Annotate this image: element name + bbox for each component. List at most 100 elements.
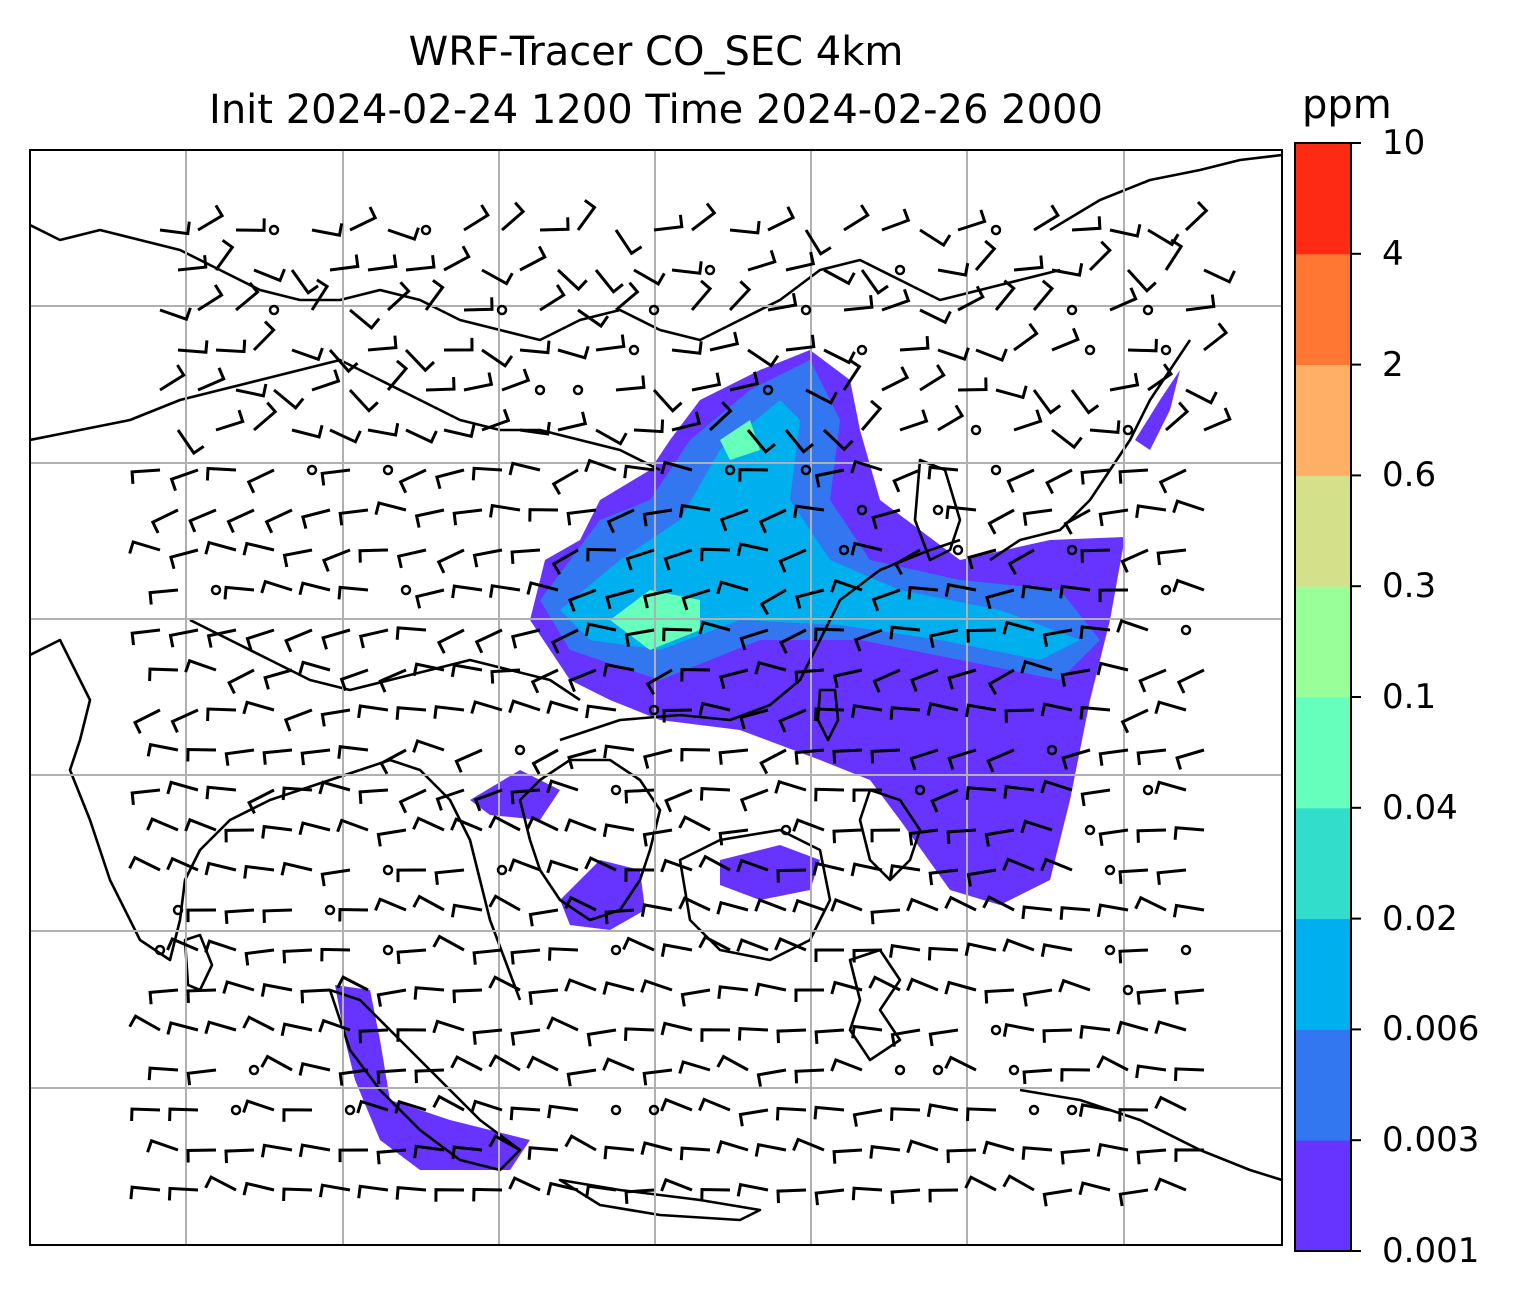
wind-barb bbox=[481, 348, 514, 368]
wind-barb bbox=[994, 279, 1016, 311]
wind-barb bbox=[329, 428, 362, 444]
wind-barb bbox=[660, 943, 693, 957]
colorbar-tick-label: 0.3 bbox=[1382, 566, 1437, 607]
wind-barb bbox=[215, 339, 247, 354]
wind-barb bbox=[443, 337, 474, 352]
calm-wind-marker bbox=[894, 264, 906, 276]
wind-barb bbox=[472, 1028, 503, 1045]
wind-barb bbox=[615, 375, 646, 392]
wind-barb bbox=[793, 504, 825, 519]
wind-barb bbox=[318, 1018, 351, 1033]
calm-wind-marker bbox=[534, 384, 546, 396]
plume-borneo bbox=[720, 845, 820, 900]
wind-barb bbox=[301, 508, 331, 529]
wind-barb bbox=[337, 745, 369, 759]
wind-barb bbox=[546, 859, 579, 874]
wind-barb bbox=[679, 1146, 711, 1161]
wind-barb bbox=[584, 856, 617, 872]
wind-barb bbox=[736, 542, 769, 557]
wind-barb bbox=[1174, 988, 1205, 1005]
wind-barb bbox=[298, 821, 331, 836]
wind-barb bbox=[526, 1055, 559, 1072]
wind-barb bbox=[567, 748, 597, 770]
wind-barb bbox=[778, 628, 807, 654]
wind-barb bbox=[358, 788, 389, 804]
wind-barb bbox=[214, 239, 235, 271]
wind-barb bbox=[754, 982, 787, 997]
wind-barb bbox=[937, 347, 970, 362]
wind-barb bbox=[576, 199, 597, 231]
wind-barb bbox=[1096, 661, 1129, 676]
colorbar-segment bbox=[1295, 253, 1351, 366]
wind-barb bbox=[566, 508, 597, 526]
wind-barb bbox=[814, 627, 845, 642]
wind-barb bbox=[463, 204, 490, 232]
wind-barb bbox=[680, 988, 711, 1007]
calm-wind-marker bbox=[248, 1064, 260, 1076]
wind-barb bbox=[850, 459, 883, 474]
wind-barb bbox=[1040, 943, 1073, 957]
calm-wind-marker bbox=[610, 784, 622, 796]
wind-barb bbox=[843, 204, 870, 232]
wind-barb bbox=[736, 938, 769, 952]
colorbar-tick-label: 0.02 bbox=[1382, 898, 1458, 939]
wind-barb bbox=[376, 988, 407, 1007]
wind-barb bbox=[1174, 1148, 1205, 1162]
wind-barb bbox=[792, 898, 825, 913]
coast-sumatra bbox=[328, 988, 522, 1172]
calm-wind-marker bbox=[572, 384, 584, 396]
wind-barb bbox=[1109, 372, 1140, 392]
map-frame bbox=[29, 149, 1283, 1246]
wind-barb bbox=[176, 429, 205, 456]
wind-barb bbox=[624, 1188, 655, 1204]
wind-barb bbox=[919, 228, 952, 248]
wind-barb bbox=[159, 307, 192, 322]
wind-barb bbox=[776, 868, 807, 883]
calm-wind-marker bbox=[420, 224, 432, 236]
calm-wind-marker bbox=[268, 304, 280, 316]
wind-barb bbox=[1172, 499, 1205, 514]
wind-barb bbox=[1098, 748, 1129, 766]
wind-barb bbox=[869, 1145, 901, 1159]
wind-barb bbox=[197, 204, 225, 232]
calm-wind-marker bbox=[856, 504, 868, 516]
wind-barb bbox=[425, 377, 456, 392]
wind-barb bbox=[246, 468, 275, 494]
wind-barb bbox=[832, 1148, 863, 1164]
wind-barb bbox=[830, 1057, 863, 1072]
wind-barb bbox=[146, 1138, 179, 1153]
colorbar-tick-label: 4 bbox=[1382, 233, 1404, 274]
wind-barb bbox=[1020, 819, 1053, 834]
wind-barb bbox=[1203, 407, 1232, 432]
wind-barb bbox=[282, 548, 313, 568]
wind-barb bbox=[1203, 322, 1229, 352]
wind-barb bbox=[166, 780, 199, 795]
wind-barb bbox=[337, 585, 369, 600]
wind-barb bbox=[329, 254, 360, 272]
wind-barb bbox=[1158, 468, 1187, 494]
wind-barb bbox=[1154, 1020, 1187, 1035]
wind-barb bbox=[1109, 223, 1142, 238]
wind-barb bbox=[300, 988, 331, 1004]
calm-wind-marker bbox=[1104, 864, 1116, 876]
wind-barb bbox=[300, 748, 331, 766]
wind-barb bbox=[204, 540, 237, 555]
wind-barb bbox=[1184, 200, 1209, 232]
wind-barb bbox=[660, 1177, 693, 1192]
border-north-asia bbox=[30, 223, 1061, 342]
wind-barb bbox=[530, 668, 559, 694]
colorbar-tick-label: 0.001 bbox=[1382, 1231, 1480, 1271]
wind-barb bbox=[1203, 268, 1236, 284]
colorbar bbox=[1295, 142, 1361, 1252]
wind-barb bbox=[264, 508, 293, 534]
map-title: WRF-Tracer CO_SEC 4km bbox=[408, 29, 904, 75]
wind-barb bbox=[223, 585, 255, 600]
wind-barb bbox=[450, 903, 483, 918]
wind-barb bbox=[1021, 1146, 1053, 1160]
wind-barb bbox=[642, 828, 673, 847]
wind-barb bbox=[908, 828, 939, 846]
wind-barb bbox=[957, 377, 988, 392]
wind-barb bbox=[184, 658, 217, 673]
wind-barb bbox=[510, 1028, 541, 1046]
wind-barb bbox=[930, 788, 959, 813]
